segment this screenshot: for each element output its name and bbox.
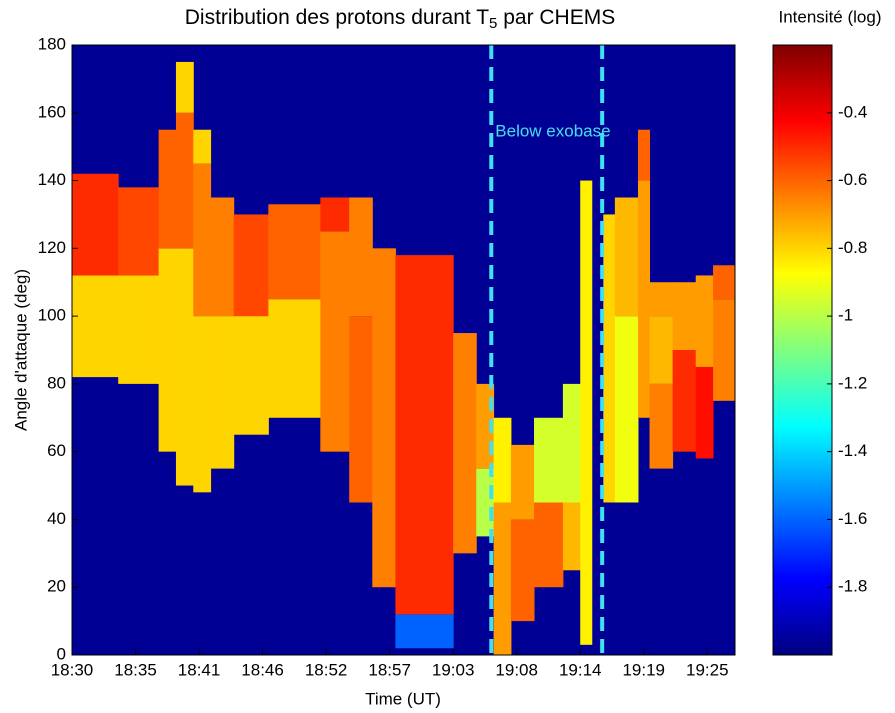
heatmap-cell <box>349 316 373 503</box>
title-main: Distribution des protons durant T <box>185 6 489 29</box>
heatmap-cell <box>580 180 593 645</box>
x-tick-label: 19:08 <box>495 660 538 679</box>
heatmap-cell <box>562 502 581 571</box>
heatmap-cell <box>210 197 235 317</box>
heatmap-cell <box>193 129 212 164</box>
heatmap-cell <box>493 502 512 655</box>
heatmap-cell <box>510 519 535 622</box>
heatmap-cell <box>233 316 269 435</box>
colorbar-tick-label: -1.8 <box>838 577 867 596</box>
heatmap-cell <box>713 265 736 300</box>
heatmap-cell <box>614 197 639 317</box>
heatmap-cell <box>603 214 616 503</box>
colorbar-label: Intensité (log) <box>779 7 882 26</box>
x-axis-label: Time (UT) <box>365 689 441 708</box>
heatmap-cell <box>118 187 160 276</box>
x-tick-label: 18:30 <box>51 660 94 679</box>
heatmap-cell <box>395 255 454 615</box>
heatmap-cell <box>193 316 212 493</box>
heatmap-cell <box>476 468 495 537</box>
heatmap-cell <box>672 350 697 452</box>
y-axis-label: Angle d'attaque (deg) <box>11 269 30 431</box>
heatmap-cell <box>614 316 639 503</box>
heatmap-cell <box>649 282 674 317</box>
colorbar-tick-label: -1 <box>838 306 853 325</box>
x-tick-label: 19:25 <box>686 660 729 679</box>
heatmap-cell <box>158 248 177 452</box>
heatmap-cell <box>695 366 714 459</box>
colorbar-tick-label: -1.6 <box>838 509 867 528</box>
heatmap-cell <box>158 129 177 249</box>
plot-frame <box>71 44 736 656</box>
heatmap-cell <box>210 316 235 469</box>
heatmap-cell <box>175 61 194 113</box>
heatmap-cell <box>372 248 396 588</box>
heatmap-cell <box>233 214 269 317</box>
heatmap-cell <box>562 383 581 503</box>
heatmap-cell <box>175 248 194 486</box>
x-tick-label: 18:52 <box>305 660 348 679</box>
heatmap-cell <box>637 129 651 181</box>
heatmap-cell <box>395 614 454 649</box>
heatmap-cell <box>713 299 736 401</box>
heatmap-cell <box>534 502 564 588</box>
heatmap-cell <box>649 316 674 384</box>
heatmap-cell <box>493 417 512 503</box>
y-tick-label: 60 <box>47 441 66 460</box>
annotation: Below exobase <box>495 121 610 140</box>
colorbar <box>772 44 833 656</box>
colorbar-tick-label: -1.2 <box>838 373 867 392</box>
colorbar-tick-label: -0.8 <box>838 238 867 257</box>
x-tick-label: 19:19 <box>622 660 665 679</box>
heatmap-cell <box>649 383 674 469</box>
heatmap-cell <box>268 299 321 418</box>
title-subscript: 5 <box>489 15 497 32</box>
y-tick-label: 100 <box>38 306 66 325</box>
x-tick-label: 18:57 <box>368 660 411 679</box>
heatmap-cell <box>453 333 477 554</box>
colorbar-tick-label: -1.4 <box>838 441 867 460</box>
x-tick-label: 18:46 <box>241 660 284 679</box>
heatmap-cell <box>72 275 119 378</box>
heatmap-cell <box>72 173 119 276</box>
heatmap-cell <box>268 204 321 300</box>
chart-title: Distribution des protons durant T5 par C… <box>185 6 615 32</box>
heatmap-cell <box>672 282 697 350</box>
heatmap-cell <box>320 197 350 232</box>
y-tick-label: 40 <box>47 509 66 528</box>
y-tick-label: 120 <box>38 238 66 257</box>
x-tick-label: 18:35 <box>114 660 157 679</box>
heatmap-cell <box>349 197 373 317</box>
heatmap-cell <box>695 275 714 367</box>
y-tick-label: 140 <box>38 170 66 189</box>
title-end: par CHEMS <box>497 6 615 29</box>
y-tick-label: 20 <box>47 577 66 596</box>
heatmap-cell <box>193 163 212 317</box>
heatmap-cell <box>510 444 535 520</box>
heatmap-cell <box>175 112 194 249</box>
heatmap-cell <box>118 275 160 384</box>
heatmap-cell <box>637 180 651 418</box>
colorbar-tick-label: -0.6 <box>838 170 867 189</box>
heatmap-cell <box>534 417 564 503</box>
x-tick-label: 19:03 <box>432 660 475 679</box>
y-tick-label: 0 <box>57 644 66 663</box>
x-tick-label: 19:14 <box>559 660 602 679</box>
colorbar-tick-label: -0.4 <box>838 102 867 121</box>
heatmap-cell <box>320 231 350 452</box>
y-tick-label: 160 <box>38 102 66 121</box>
x-tick-label: 18:41 <box>178 660 221 679</box>
y-tick-label: 180 <box>38 34 66 53</box>
y-tick-label: 80 <box>47 373 66 392</box>
